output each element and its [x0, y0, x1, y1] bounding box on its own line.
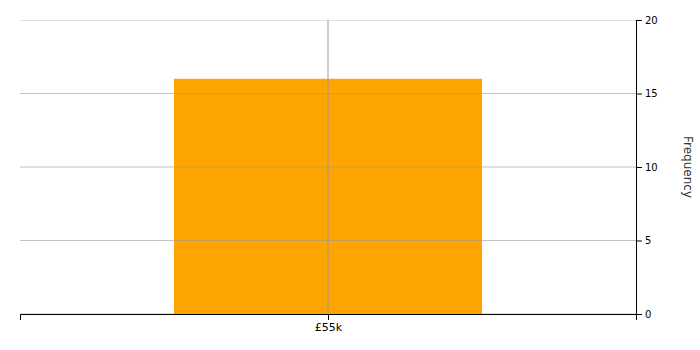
y-axis: 0 5 10 15 20	[636, 15, 658, 320]
chart-container: £55k 0 5 10 15 20 Frequency	[0, 0, 700, 350]
y-axis-title: Frequency	[681, 136, 695, 198]
x-tick-label: £55k	[315, 321, 343, 334]
y-tick: 0	[636, 309, 651, 320]
plot-root: £55k 0 5 10 15 20	[20, 15, 658, 334]
x-tick-mark	[328, 314, 329, 320]
marks	[20, 20, 636, 314]
y-tick: 15	[636, 88, 658, 99]
y-tick: 5	[636, 235, 651, 246]
y-tick-label: 20	[645, 15, 658, 26]
y-tick-mark	[636, 241, 642, 242]
y-tick-label: 10	[645, 162, 658, 173]
y-tick-mark	[636, 314, 642, 315]
y-tick-label: 15	[645, 88, 658, 99]
y-tick-label: 5	[645, 235, 651, 246]
y-tick: 10	[636, 162, 658, 173]
y-tick-mark	[636, 167, 642, 168]
reference-line	[328, 20, 329, 314]
y-tick-label: 0	[645, 309, 651, 320]
x-axis-line	[21, 315, 637, 321]
y-axis-line	[637, 21, 643, 315]
x-axis: £55k	[21, 314, 637, 334]
x-tick: £55k	[315, 314, 343, 334]
y-tick-mark	[636, 94, 642, 95]
y-tick: 20	[636, 15, 658, 26]
y-tick-mark	[636, 20, 642, 21]
chart-svg: £55k 0 5 10 15 20 Frequency	[0, 0, 700, 350]
